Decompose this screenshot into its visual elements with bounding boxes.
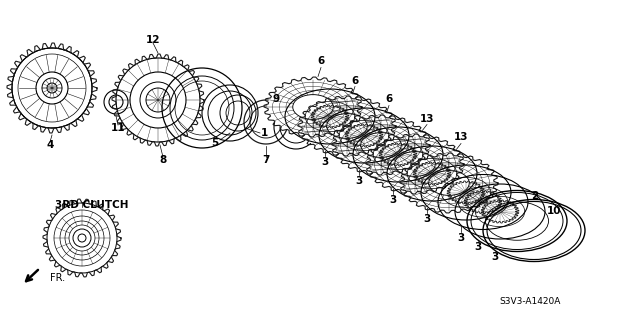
Text: 3: 3 xyxy=(474,242,482,253)
Text: 13: 13 xyxy=(454,132,468,143)
Text: 4: 4 xyxy=(46,140,54,150)
Text: 3: 3 xyxy=(389,195,397,205)
Text: 3RD CLUTCH: 3RD CLUTCH xyxy=(55,200,129,210)
Text: 3: 3 xyxy=(355,176,363,186)
Ellipse shape xyxy=(421,165,511,220)
Text: 6: 6 xyxy=(385,94,392,105)
Ellipse shape xyxy=(353,127,443,182)
Text: 5: 5 xyxy=(211,138,219,148)
Ellipse shape xyxy=(268,79,358,135)
Text: 12: 12 xyxy=(146,35,160,45)
Text: 2: 2 xyxy=(531,191,539,201)
Text: 6: 6 xyxy=(351,76,358,85)
Text: 3: 3 xyxy=(424,214,431,224)
Ellipse shape xyxy=(302,99,392,153)
Text: 11: 11 xyxy=(111,123,125,133)
Text: 10: 10 xyxy=(547,205,561,216)
Ellipse shape xyxy=(336,117,426,173)
Ellipse shape xyxy=(404,155,494,211)
Ellipse shape xyxy=(319,108,409,163)
Ellipse shape xyxy=(455,184,545,239)
Text: 3: 3 xyxy=(492,252,499,262)
Text: 3: 3 xyxy=(458,233,465,243)
Text: 13: 13 xyxy=(420,114,435,123)
Ellipse shape xyxy=(438,174,528,229)
Ellipse shape xyxy=(467,190,567,251)
Ellipse shape xyxy=(387,146,477,201)
Text: 6: 6 xyxy=(317,56,324,66)
Text: 8: 8 xyxy=(159,155,166,165)
Ellipse shape xyxy=(285,89,375,144)
Text: 1: 1 xyxy=(260,128,268,138)
Ellipse shape xyxy=(483,199,585,262)
Text: 3: 3 xyxy=(321,157,328,167)
Text: FR.: FR. xyxy=(50,273,65,283)
Text: S3V3-A1420A: S3V3-A1420A xyxy=(499,298,561,307)
Text: 7: 7 xyxy=(262,155,269,165)
Text: 9: 9 xyxy=(273,94,280,104)
Ellipse shape xyxy=(370,137,460,191)
